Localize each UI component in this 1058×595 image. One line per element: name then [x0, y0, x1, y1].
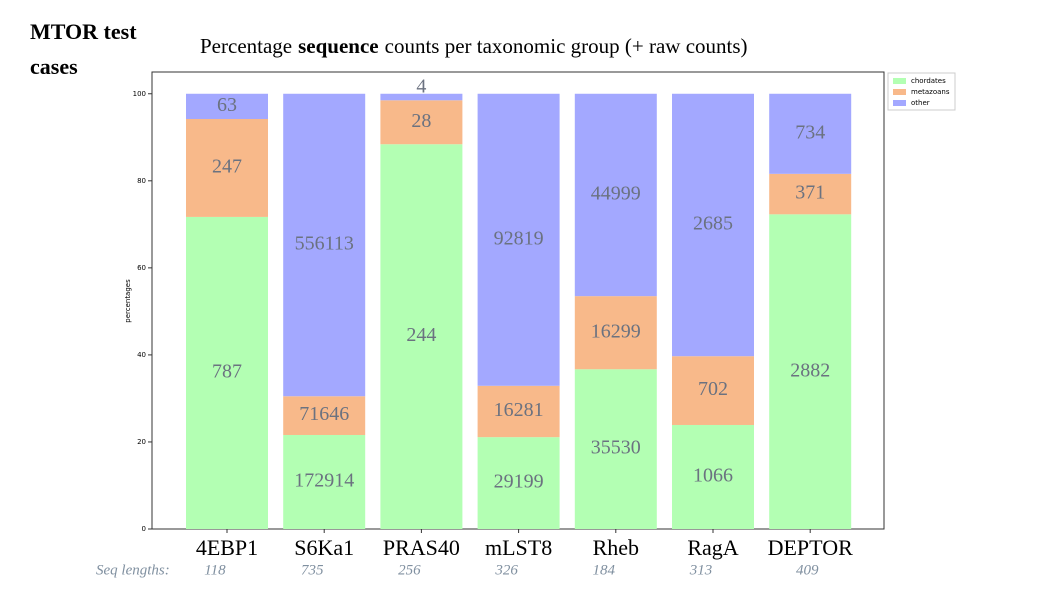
x-tick-label: RagA — [687, 535, 738, 560]
bar-segment — [574, 93, 657, 297]
seq-length: 313 — [689, 562, 713, 578]
legend-swatch — [893, 100, 906, 106]
heading-part: MTOR test — [30, 19, 137, 44]
bar-segment — [574, 369, 657, 529]
legend-swatch — [893, 89, 906, 95]
bar-segment — [672, 424, 754, 529]
seq-length: 326 — [494, 562, 518, 578]
y-tick-label: 80 — [137, 177, 146, 185]
y-tick-label: 40 — [137, 351, 146, 359]
data-label: 556113 — [295, 233, 354, 255]
bar-segment — [283, 434, 366, 529]
bar-segment — [477, 385, 560, 438]
title-bold: sequence — [298, 34, 379, 58]
data-label: 244 — [406, 324, 436, 346]
chart-title: Percentage sequence counts per taxonomic g… — [200, 34, 748, 58]
data-label: 35530 — [591, 437, 641, 459]
seq-lengths-label: Seq lengths: — [96, 562, 170, 578]
y-axis-label: percentages — [124, 279, 132, 323]
data-label: 16281 — [494, 399, 544, 421]
bar-segment — [574, 296, 657, 370]
y-tick-label: 100 — [133, 90, 146, 98]
data-label: 172914 — [294, 470, 354, 492]
title-part: counts per taxonomic group (+ raw counts… — [385, 34, 748, 58]
bar-segment — [672, 356, 754, 425]
title-part: Percentage — [200, 34, 292, 58]
legend-label: metazoans — [911, 88, 950, 96]
data-label: 2685 — [693, 213, 733, 235]
data-label: 92819 — [494, 227, 544, 249]
bar-segment — [186, 119, 268, 217]
seq-length: 735 — [301, 562, 324, 578]
heading-part: cases — [30, 54, 78, 79]
seq-length: 184 — [593, 562, 616, 578]
data-label: 734 — [795, 121, 825, 143]
bar-segment — [186, 216, 268, 530]
data-label: 16299 — [591, 320, 641, 342]
data-label: 29199 — [494, 471, 544, 493]
data-label: 4 — [416, 75, 426, 97]
bar-segment — [380, 144, 463, 530]
legend-label: chordates — [911, 77, 946, 85]
seq-length: 256 — [398, 562, 421, 578]
bar-segment — [186, 93, 268, 120]
x-tick-label: Rheb — [593, 535, 639, 560]
bar-segment — [283, 93, 366, 397]
data-label: 247 — [212, 156, 242, 178]
bar-segment — [380, 93, 463, 101]
data-label: 2882 — [790, 359, 830, 381]
legend-label: other — [911, 99, 930, 107]
data-label: 28 — [411, 110, 431, 132]
y-tick-label: 0 — [142, 525, 146, 533]
data-label: 71646 — [299, 403, 349, 425]
bar-segment — [672, 93, 754, 357]
bar-segment — [769, 173, 852, 215]
data-label: 702 — [698, 378, 728, 400]
data-label: 1066 — [693, 465, 733, 487]
y-tick-label: 20 — [137, 438, 146, 446]
bar-segment — [477, 93, 560, 386]
bar-segment — [769, 214, 852, 529]
bar-segment — [477, 437, 560, 529]
data-label: 787 — [212, 361, 242, 383]
x-tick-label: PRAS40 — [383, 535, 460, 560]
bar-segment — [769, 93, 852, 174]
x-tick-label: mLST8 — [485, 535, 552, 560]
bar-segment — [380, 100, 463, 145]
x-tick-label: 4EBP1 — [196, 535, 258, 560]
seq-length: 118 — [204, 562, 226, 578]
seq-length: 409 — [796, 562, 819, 578]
x-tick-label: DEPTOR — [768, 535, 853, 560]
y-tick-label: 60 — [137, 264, 146, 272]
data-label: 63 — [217, 94, 237, 116]
data-label: 44999 — [591, 183, 641, 205]
heading-line: MTOR test cases — [30, 19, 137, 79]
x-tick-label: S6Ka1 — [294, 535, 354, 560]
legend-swatch — [893, 78, 906, 84]
bar-segment — [283, 396, 366, 435]
data-label: 371 — [795, 182, 825, 204]
